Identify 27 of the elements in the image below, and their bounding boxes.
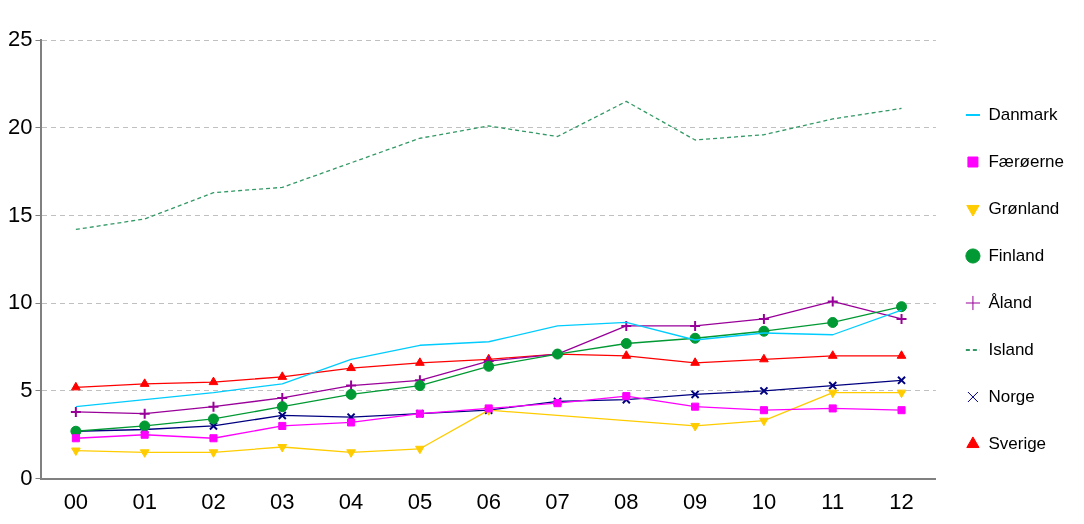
x-tick-label: 12 [889, 488, 914, 514]
legend-label: Island [988, 339, 1034, 359]
x-tick-label: 00 [63, 488, 89, 514]
x-tick-label: 10 [751, 488, 777, 514]
y-tick-label: 0 [20, 464, 33, 490]
y-tick-label: 15 [7, 201, 33, 227]
x-tick-label: 07 [545, 488, 570, 514]
legend-label: Sverige [988, 433, 1047, 453]
x-tick-label: 11 [821, 488, 845, 514]
y-tick-label: 20 [7, 113, 33, 139]
x-tick-label: 03 [270, 488, 295, 514]
x-tick-label: 06 [476, 488, 501, 514]
x-tick-label: 01 [132, 488, 157, 514]
legend-label: Færøerne [988, 151, 1065, 171]
x-tick-label: 04 [338, 488, 364, 514]
x-tick-label: 09 [682, 488, 708, 514]
legend-label: Danmark [988, 104, 1058, 124]
legend-label: Norge [988, 386, 1035, 406]
legend-label: Finland [988, 245, 1045, 265]
legend-label: Grønland [988, 198, 1060, 218]
y-tick-label: 25 [7, 26, 33, 52]
x-tick-label: 02 [201, 488, 226, 514]
x-tick-label: 05 [407, 488, 433, 514]
x-tick-label: 08 [614, 488, 639, 514]
y-tick-label: 10 [7, 289, 33, 315]
y-tick-label: 5 [20, 376, 33, 402]
legend-label: Åland [988, 292, 1032, 312]
